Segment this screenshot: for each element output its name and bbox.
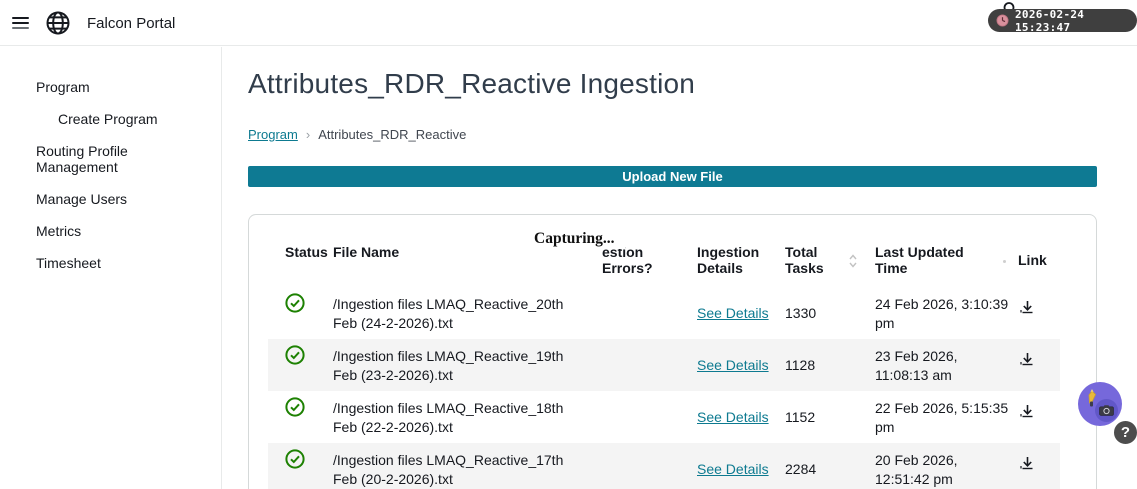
sidebar-item-routing-profile-management[interactable]: Routing Profile Management [36, 143, 128, 175]
see-details-link[interactable]: See Details [697, 409, 769, 425]
globe-icon [45, 10, 71, 36]
last-updated-time: 23 Feb 2026, 11:08:13 am [875, 348, 958, 383]
file-name: /Ingestion files LMAQ_Reactive_18th Feb … [333, 400, 564, 435]
sidebar-item-metrics[interactable]: Metrics [36, 223, 82, 239]
sidebar-item-manage-users[interactable]: Manage Users [36, 191, 128, 207]
total-tasks: 1128 [785, 357, 816, 373]
total-tasks: 2284 [785, 461, 817, 477]
file-name: /Ingestion files LMAQ_Reactive_17th Feb … [333, 452, 564, 487]
download-icon[interactable] [1016, 287, 1060, 319]
breadcrumb-current: Attributes_RDR_Reactive [318, 127, 467, 142]
column-header-ingestion-details: Ingestion Details [697, 244, 760, 276]
table-row: /Ingestion files LMAQ_Reactive_17th Feb … [268, 443, 1060, 489]
total-tasks: 1152 [785, 409, 816, 425]
main-content: Attributes_RDR_Reactive Ingestion Progra… [222, 46, 1137, 489]
column-header-link: Link [1018, 252, 1047, 268]
breadcrumb: Program › Attributes_RDR_Reactive [248, 127, 1097, 142]
app-title: Falcon Portal [87, 14, 176, 32]
status-success-icon [268, 443, 316, 472]
column-header-total-tasks: Total Tasks [781, 244, 866, 287]
file-name: /Ingestion files LMAQ_Reactive_19th Feb … [333, 348, 564, 383]
timestamp-text: 2026-02-24 15:23:47 [1015, 7, 1085, 34]
sidebar-item-timesheet[interactable]: Timesheet [36, 255, 101, 271]
last-updated-time: 24 Feb 2026, 3:10:39 pm [875, 296, 1009, 331]
download-icon[interactable] [1016, 339, 1060, 371]
table-row: /Ingestion files LMAQ_Reactive_20th Feb … [268, 287, 1060, 339]
see-details-link[interactable]: See Details [697, 357, 769, 373]
menu-icon[interactable] [12, 17, 29, 29]
sidebar: Program Create Program Routing Profile M… [0, 47, 222, 489]
download-icon[interactable] [1016, 443, 1060, 475]
top-bar-left: Falcon Portal [12, 0, 175, 46]
pen-icon [1085, 388, 1101, 413]
top-bar: Falcon Portal b 2026-02-24 15:23:47 [0, 0, 1137, 46]
camera-icon [1095, 399, 1118, 422]
sidebar-item-program[interactable]: Program [36, 79, 90, 95]
screen-capture-fab-button[interactable] [1078, 382, 1122, 426]
last-updated-time: 20 Feb 2026, 12:51:42 pm [875, 452, 958, 487]
ingestion-table-card: Capturing... Status File Name estion Err… [248, 214, 1097, 489]
timestamp-badge: 2026-02-24 15:23:47 [988, 7, 1137, 34]
capturing-overlay-text: Capturing... [532, 229, 625, 249]
download-icon[interactable] [1016, 391, 1060, 423]
breadcrumb-program-link[interactable]: Program [248, 127, 298, 142]
status-success-icon [268, 287, 316, 316]
status-success-icon [268, 391, 316, 420]
column-header-file-name: File Name [333, 244, 400, 260]
table-row: /Ingestion files LMAQ_Reactive_18th Feb … [268, 391, 1060, 443]
sidebar-item-create-program[interactable]: Create Program [58, 111, 158, 127]
breadcrumb-separator-icon: › [305, 127, 311, 142]
column-header-status: Status [285, 244, 328, 260]
column-header-last-updated-time: Last Updated Time [866, 244, 1016, 287]
page-title: Attributes_RDR_Reactive Ingestion [248, 68, 696, 99]
see-details-link[interactable]: See Details [697, 461, 769, 477]
clock-icon [996, 14, 1009, 27]
table-header-row: Status File Name estion Errors? Ingestio… [268, 244, 1060, 287]
upload-new-file-button[interactable]: Upload New File [248, 166, 1097, 187]
sort-icon[interactable] [848, 253, 858, 272]
table-row: /Ingestion files LMAQ_Reactive_19th Feb … [268, 339, 1060, 391]
help-button[interactable]: ? [1112, 419, 1137, 446]
sort-dot-icon [1003, 260, 1006, 263]
see-details-link[interactable]: See Details [697, 305, 769, 321]
total-tasks: 1330 [785, 305, 817, 321]
file-name: /Ingestion files LMAQ_Reactive_20th Feb … [333, 296, 564, 331]
last-updated-time: 22 Feb 2026, 5:15:35 pm [875, 400, 1009, 435]
status-success-icon [268, 339, 316, 368]
column-header-ingestion-errors: estion Errors? [602, 244, 653, 276]
